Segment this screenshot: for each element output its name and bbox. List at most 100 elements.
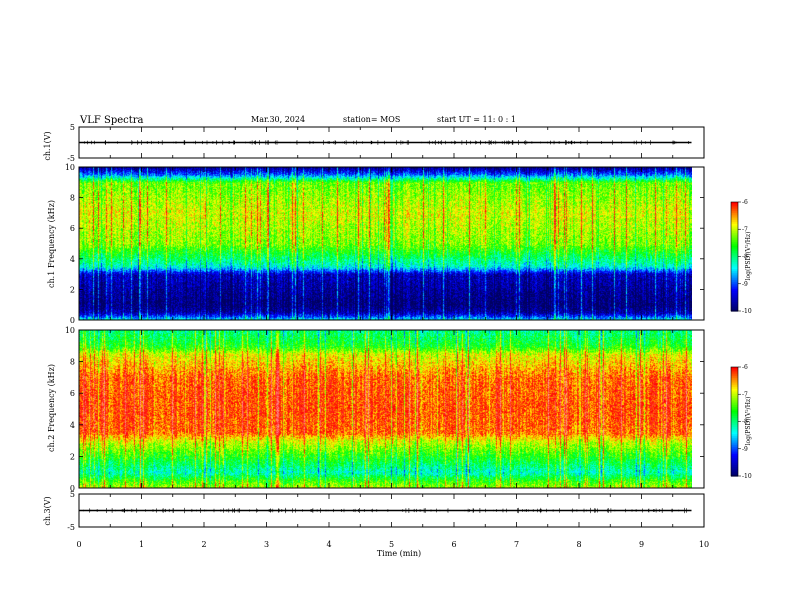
colorbar-segment xyxy=(731,216,738,219)
colorbar-segment xyxy=(731,392,738,395)
waveform-noise xyxy=(83,507,687,514)
colorbar-segment xyxy=(731,401,738,404)
y-tick-label: 5 xyxy=(70,123,75,132)
y-tick-label: -5 xyxy=(67,154,75,163)
colorbar-segment xyxy=(731,428,738,432)
colorbar-segment xyxy=(731,459,738,463)
colorbar-segment xyxy=(731,227,738,230)
colorbar-segment xyxy=(731,300,738,303)
x-tick-label: 9 xyxy=(639,540,644,549)
colorbar-segment xyxy=(731,399,738,403)
colorbar-segment xyxy=(731,396,738,399)
time-axis-label: Time (min) xyxy=(377,549,421,558)
colorbar-segment xyxy=(731,417,738,421)
colorbar-segment xyxy=(731,412,738,415)
y-tick-label: 6 xyxy=(70,224,75,233)
colorbar-tick-label: -9 xyxy=(742,446,748,453)
time-axis: 0 1 2 3 4 5 6 7 8 9 10 xyxy=(76,540,709,549)
colorbar-segment xyxy=(731,240,738,243)
colorbar-segment xyxy=(731,251,738,254)
colorbar-segment xyxy=(731,223,738,227)
colorbar-segment xyxy=(731,294,738,298)
colorbar-tick-label: -8 xyxy=(742,419,748,426)
x-tick-label: 6 xyxy=(451,540,456,549)
colorbar-segment xyxy=(731,414,738,417)
spectrogram-image xyxy=(79,330,692,488)
colorbar-segment xyxy=(731,287,738,290)
colorbar-segment xyxy=(731,245,738,249)
colorbar-segment xyxy=(731,220,738,223)
colorbar-segment xyxy=(731,374,738,377)
colorbar-segment xyxy=(731,209,738,212)
colorbar-segment xyxy=(731,379,738,383)
colorbar-segment xyxy=(731,218,738,221)
x-tick-label: 8 xyxy=(576,540,581,549)
y-tick-label: 8 xyxy=(70,194,75,203)
x-tick-label: 5 xyxy=(389,540,394,549)
colorbar-segment xyxy=(731,461,738,464)
colorbar-segment xyxy=(731,403,738,406)
colorbar-segment xyxy=(731,432,738,435)
colorbar-segment xyxy=(731,281,738,285)
colorbar-segment xyxy=(731,372,738,375)
colorbar-segment xyxy=(731,236,738,239)
colorbar-segment xyxy=(731,298,738,301)
colorbar-segment xyxy=(731,289,738,292)
x-tick-label: 1 xyxy=(139,540,144,549)
y-tick-label: 5 xyxy=(70,490,75,499)
colorbar-segment xyxy=(731,474,738,477)
colorbar-segment xyxy=(731,231,738,234)
colorbar-segment xyxy=(731,463,738,466)
y-tick-label: 2 xyxy=(70,285,75,294)
colorbar-segment xyxy=(731,445,738,448)
colorbar-tick-label: -7 xyxy=(742,391,748,398)
colorbar-segment xyxy=(731,241,738,245)
colorbar-segment xyxy=(731,243,738,247)
colorbar-segment xyxy=(731,443,738,446)
x-tick-label: 0 xyxy=(76,540,81,549)
colorbar-tick-label: -10 xyxy=(742,308,752,315)
colorbar-segment xyxy=(731,203,738,207)
x-tick-label: 2 xyxy=(201,540,206,549)
colorbar-segment xyxy=(731,234,738,238)
colorbar-segment xyxy=(731,247,738,250)
spectrogram-image xyxy=(79,167,692,320)
ch2-spectrogram-ylabel: ch.2 Frequency (kHz) xyxy=(47,364,56,452)
colorbar-segment xyxy=(731,450,738,453)
colorbar-segment xyxy=(731,303,738,307)
colorbar-segment xyxy=(731,285,738,288)
y-tick-label: 0 xyxy=(70,316,75,325)
colorbar-segment xyxy=(731,426,738,430)
colorbar-segment xyxy=(731,238,738,241)
ch1-waveform-ylabel: ch.1(V) xyxy=(43,131,52,160)
colorbar-segment xyxy=(731,278,738,281)
colorbar-segment xyxy=(731,212,738,216)
colorbar-segment xyxy=(731,385,738,388)
colorbar-segment xyxy=(731,421,738,424)
colorbar-segment xyxy=(731,383,738,386)
colorbar-segment xyxy=(731,430,738,433)
y-tick-label: 4 xyxy=(70,421,75,430)
colorbar-segment xyxy=(731,370,738,374)
colorbar-segment xyxy=(731,397,738,401)
colorbar-segment xyxy=(731,436,738,439)
colorbar-segment xyxy=(731,260,738,263)
colorbar-segment xyxy=(731,386,738,390)
colorbar-segment xyxy=(731,232,738,236)
colorbar-segment xyxy=(731,211,738,214)
y-tick-label: 4 xyxy=(70,255,75,264)
colorbar-segment xyxy=(731,214,738,218)
colorbar-segment xyxy=(731,388,738,392)
colorbar-segment xyxy=(731,258,738,261)
y-tick-label: 6 xyxy=(70,389,75,398)
colorbar-segment xyxy=(731,305,738,308)
station-label: station= MOS xyxy=(343,115,400,124)
colorbar-tick-label: -6 xyxy=(742,364,748,371)
x-tick-label: 4 xyxy=(326,540,331,549)
ch2-colorbar: -6 -7 -8 -9 -10 xyxy=(730,364,752,480)
colorbar-segment xyxy=(731,205,738,209)
colorbar-segment xyxy=(731,280,738,283)
colorbar-segment xyxy=(731,221,738,225)
colorbar-tick-label: -6 xyxy=(742,199,748,206)
ch1-colorbar: -6 -7 -8 -9 -10 xyxy=(730,199,752,315)
